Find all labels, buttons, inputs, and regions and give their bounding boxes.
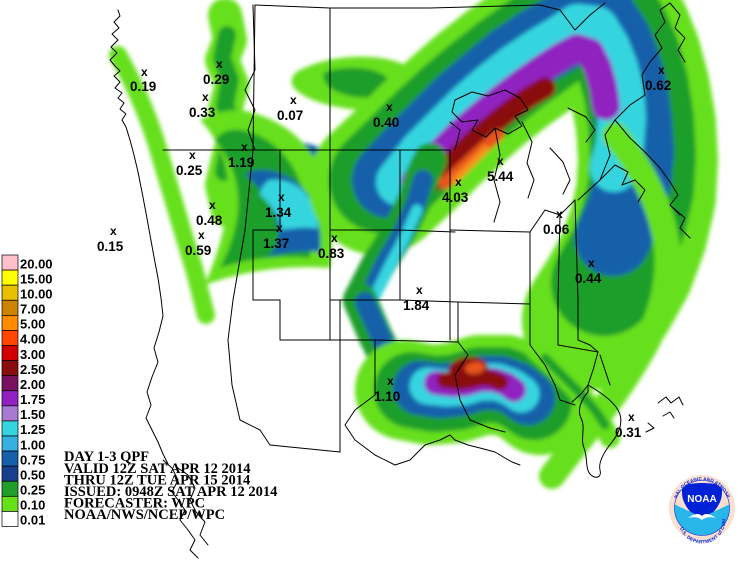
svg-text:1.50: 1.50 [20, 407, 45, 422]
svg-text:1.19: 1.19 [228, 155, 254, 170]
svg-text:0.62: 0.62 [645, 78, 671, 93]
svg-text:x: x [628, 410, 635, 424]
svg-text:10.00: 10.00 [20, 286, 53, 301]
svg-text:x: x [189, 148, 196, 162]
svg-text:1.34: 1.34 [265, 205, 292, 220]
svg-text:4.00: 4.00 [20, 332, 45, 347]
svg-text:x: x [416, 283, 423, 297]
svg-text:2.50: 2.50 [20, 362, 45, 377]
svg-text:x: x [290, 93, 297, 107]
svg-text:x: x [241, 140, 248, 154]
svg-text:0.25: 0.25 [20, 483, 45, 498]
svg-text:1.37: 1.37 [263, 236, 289, 251]
svg-text:1.75: 1.75 [20, 392, 45, 407]
svg-text:1.84: 1.84 [403, 298, 430, 313]
svg-text:0.33: 0.33 [189, 105, 216, 120]
svg-text:0.40: 0.40 [373, 115, 399, 130]
svg-text:0.06: 0.06 [543, 222, 570, 237]
svg-text:0.01: 0.01 [20, 513, 45, 528]
svg-text:x: x [658, 63, 665, 77]
svg-text:1.25: 1.25 [20, 422, 45, 437]
svg-text:x: x [386, 100, 393, 114]
svg-text:0.25: 0.25 [176, 163, 203, 178]
svg-text:x: x [387, 374, 394, 388]
svg-text:0.44: 0.44 [575, 271, 602, 286]
svg-text:0.07: 0.07 [277, 108, 303, 123]
svg-text:x: x [198, 228, 205, 242]
svg-text:x: x [331, 231, 338, 245]
svg-text:3.00: 3.00 [20, 347, 45, 362]
svg-text:0.59: 0.59 [185, 243, 211, 258]
svg-text:x: x [556, 207, 563, 221]
svg-text:0.31: 0.31 [615, 425, 642, 440]
svg-text:NOAA: NOAA [687, 494, 716, 505]
svg-text:x: x [588, 256, 595, 270]
svg-text:0.83: 0.83 [318, 246, 345, 261]
svg-text:NOAA/NWS/NCEP/WPC: NOAA/NWS/NCEP/WPC [64, 507, 225, 523]
svg-text:0.75: 0.75 [20, 452, 45, 467]
svg-text:x: x [276, 221, 283, 235]
svg-text:0.19: 0.19 [130, 79, 156, 94]
svg-text:4.03: 4.03 [442, 190, 469, 205]
svg-text:7.00: 7.00 [20, 302, 45, 317]
svg-text:x: x [110, 224, 117, 238]
svg-text:1.10: 1.10 [374, 389, 400, 404]
svg-text:15.00: 15.00 [20, 271, 53, 286]
svg-text:x: x [455, 175, 462, 189]
svg-text:x: x [209, 198, 216, 212]
svg-text:x: x [278, 190, 285, 204]
svg-text:5.44: 5.44 [487, 169, 514, 184]
svg-text:x: x [141, 65, 148, 79]
svg-text:0.29: 0.29 [203, 72, 229, 87]
svg-text:5.00: 5.00 [20, 317, 45, 332]
svg-text:2.00: 2.00 [20, 377, 45, 392]
svg-text:0.48: 0.48 [196, 213, 223, 228]
svg-text:x: x [497, 154, 504, 168]
svg-text:0.10: 0.10 [20, 498, 45, 513]
svg-text:x: x [216, 57, 223, 71]
svg-text:1.00: 1.00 [20, 437, 45, 452]
svg-text:20.00: 20.00 [20, 256, 53, 271]
svg-text:0.50: 0.50 [20, 467, 45, 482]
svg-text:0.15: 0.15 [97, 239, 124, 254]
svg-text:x: x [202, 90, 209, 104]
